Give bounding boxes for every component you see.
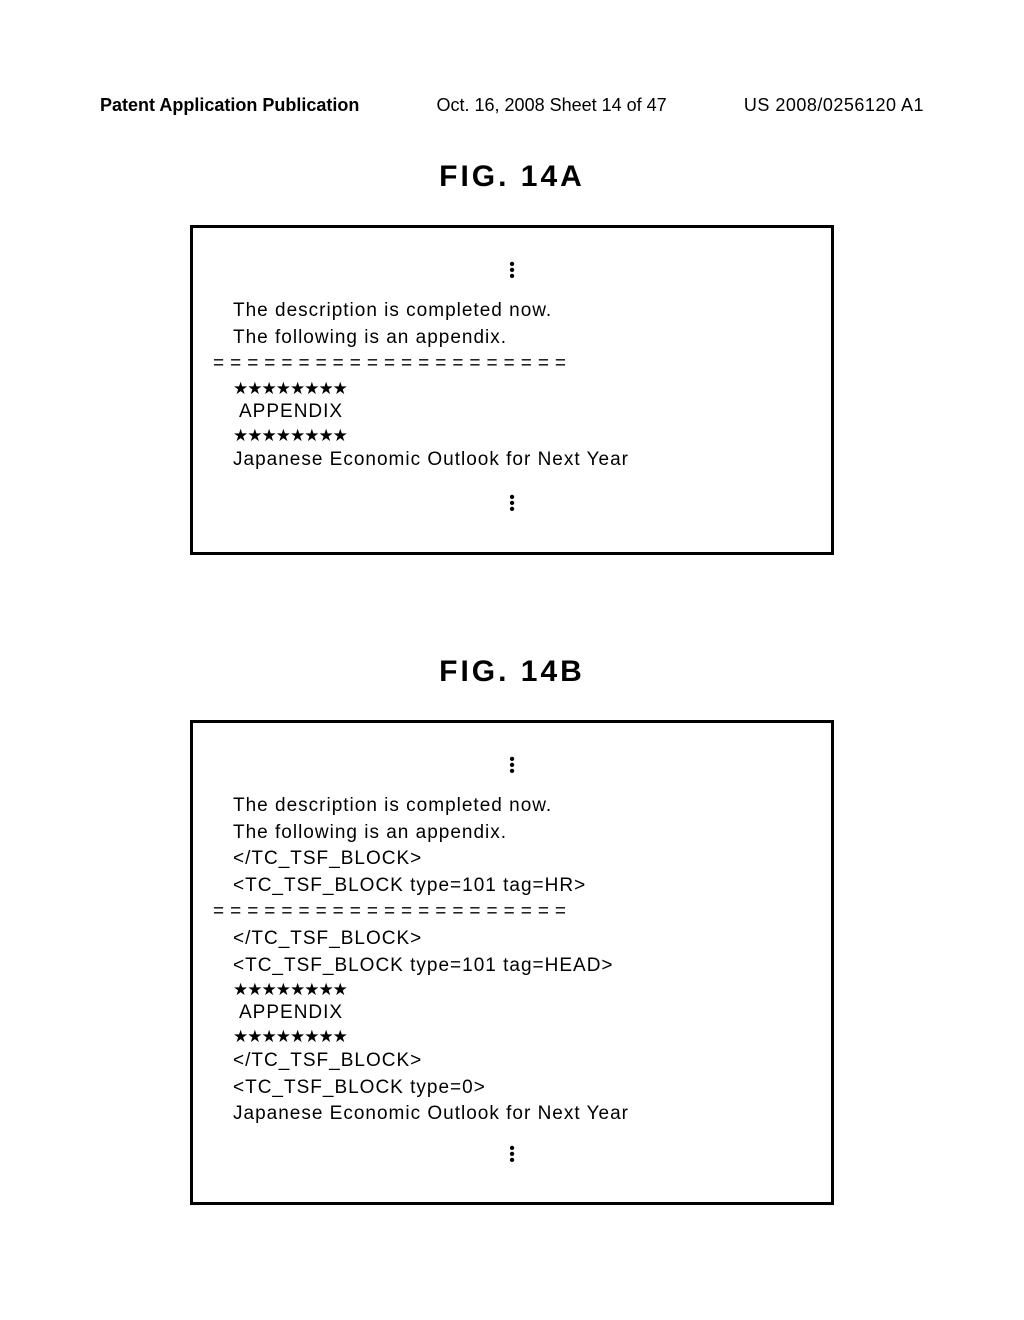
- fig-b-line2: The following is an appendix.: [233, 820, 791, 847]
- fig-a-line2: The following is an appendix.: [233, 325, 791, 352]
- fig-a-appendix-label: APPENDIX: [233, 400, 791, 425]
- fig-a-stars-bottom: ★★★★★★★★: [233, 425, 791, 447]
- vertical-ellipsis-icon: •••: [233, 1146, 791, 1164]
- fig-a-line1: The description is completed now.: [233, 298, 791, 325]
- fig-b-tag-close-2: </TC_TSF_BLOCK>: [233, 926, 791, 953]
- fig-b-line1: The description is completed now.: [233, 793, 791, 820]
- figure-14b-panel: ••• The description is completed now. Th…: [190, 720, 834, 1205]
- fig-a-stars-top: ★★★★★★★★: [233, 378, 791, 400]
- vertical-ellipsis-icon: •••: [233, 757, 791, 775]
- fig-b-appendix-label: APPENDIX: [233, 1001, 791, 1026]
- fig-b-tag-close-3: </TC_TSF_BLOCK>: [233, 1048, 791, 1075]
- fig-b-line3: Japanese Economic Outlook for Next Year: [233, 1101, 791, 1128]
- figure-14a-panel: ••• The description is completed now. Th…: [190, 225, 834, 555]
- fig-b-tag-open-hr: <TC_TSF_BLOCK type=101 tag=HR>: [233, 873, 791, 900]
- figure-14b-title: FIG. 14B: [0, 655, 1024, 689]
- fig-b-stars-bottom: ★★★★★★★★: [233, 1026, 791, 1048]
- fig-b-tag-open-head: <TC_TSF_BLOCK type=101 tag=HEAD>: [233, 953, 791, 980]
- page-header: Patent Application Publication Oct. 16, …: [100, 95, 924, 116]
- fig-b-divider: =====================: [213, 899, 791, 926]
- vertical-ellipsis-icon: •••: [233, 262, 791, 280]
- fig-b-tag-open-0: <TC_TSF_BLOCK type=0>: [233, 1075, 791, 1102]
- header-publication: Patent Application Publication: [100, 95, 359, 116]
- figure-14a-title: FIG. 14A: [0, 160, 1024, 194]
- fig-a-line3: Japanese Economic Outlook for Next Year: [233, 447, 791, 474]
- fig-a-divider: =====================: [213, 351, 791, 378]
- fig-b-stars-top: ★★★★★★★★: [233, 979, 791, 1001]
- header-doc-number: US 2008/0256120 A1: [744, 95, 924, 116]
- header-date-sheet: Oct. 16, 2008 Sheet 14 of 47: [437, 95, 667, 116]
- fig-b-tag-close-1: </TC_TSF_BLOCK>: [233, 846, 791, 873]
- vertical-ellipsis-icon: •••: [233, 495, 791, 513]
